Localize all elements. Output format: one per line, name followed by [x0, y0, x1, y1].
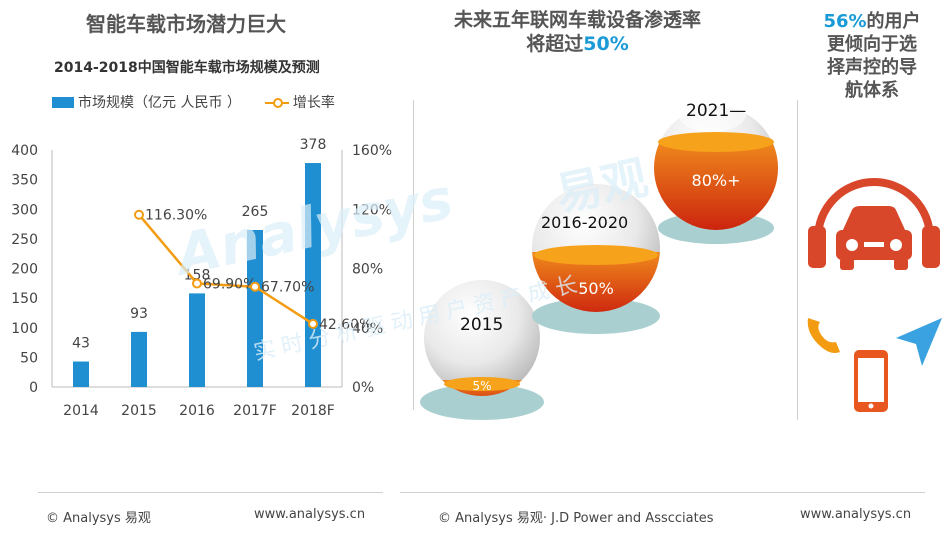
ball-2015-percent: 5%	[472, 379, 491, 393]
footer-rule-left	[38, 492, 383, 493]
bar	[189, 293, 205, 387]
growth-rate-point	[250, 281, 260, 292]
y-left-tick-label: 250	[11, 232, 38, 248]
y-right-tick-label: 120%	[352, 202, 392, 218]
y-right-tick-label: 160%	[352, 143, 392, 159]
footer-rule-right	[400, 492, 925, 493]
y-right-tick-label: 40%	[352, 321, 383, 337]
navigation-arrow-icon	[896, 318, 942, 366]
divider-left	[413, 100, 414, 410]
ball-2016-2020-label: 2016-2020	[541, 213, 628, 232]
y-right-tick-label: 0%	[352, 380, 374, 396]
growth-rate-line	[138, 213, 314, 325]
middle-heading-line2: 将超过50%	[526, 33, 629, 55]
ball-2015: 2015 5%	[420, 280, 544, 420]
voice-nav-icons	[807, 178, 942, 412]
legend-line-swatch	[264, 97, 289, 108]
right-heading-highlight: 56%	[823, 11, 867, 32]
growth-rate-point	[192, 278, 202, 289]
smartphone-icon	[854, 350, 888, 412]
x-tick-label: 2018F	[291, 403, 335, 419]
ball-2021-label: 2021—	[686, 101, 746, 121]
y-left-tick-label: 0	[29, 380, 38, 396]
market-chart: 0 50 100 150 200 250 300 350 400 0% 40% 80% 120% 160%…	[11, 137, 392, 419]
ball-2015-label: 2015	[460, 315, 503, 335]
y-left-tick-label: 50	[20, 350, 38, 366]
bar-data-label: 93	[130, 306, 148, 322]
y-left-tick-label: 150	[11, 291, 38, 307]
middle-heading-highlight: 50%	[583, 33, 629, 55]
legend-bar-label: 市场规模（亿元 人民币 ）	[78, 95, 241, 111]
growth-rate-point	[308, 318, 318, 329]
penetration-balls: 2015 5% 2016-2020 50% 2021— 80%+	[420, 96, 778, 420]
bar-data-label: 378	[300, 137, 327, 153]
bar	[73, 361, 89, 387]
bar-data-label: 158	[184, 267, 211, 283]
growth-rate-label: 69.90%	[203, 276, 256, 292]
y-left-tick-label: 350	[11, 173, 38, 189]
chart-title: 2014-2018中国智能车载市场规模及预测	[54, 60, 320, 76]
footer-left-copyright: © Analysys 易观	[46, 511, 151, 526]
bar-data-label: 43	[72, 336, 90, 352]
legend-bar-swatch	[52, 96, 74, 108]
footer-left-url: www.analysys.cn	[254, 507, 366, 522]
ball-2021-percent: 80%+	[692, 171, 741, 190]
growth-rate-label: 67.70%	[261, 280, 314, 296]
bar	[247, 229, 263, 387]
ball-2016-2020-percent: 50%	[578, 279, 614, 298]
y-right-tick-label: 80%	[352, 262, 383, 278]
x-tick-label: 2017F	[233, 403, 277, 419]
x-tick-label: 2015	[121, 403, 157, 419]
footer-middle-copyright: © Analysys 易观· J.D Power and Asscciates	[438, 511, 714, 526]
x-tick-label: 2016	[179, 403, 215, 419]
y-left-tick-label: 100	[11, 321, 38, 337]
growth-rate-label: 42.60%	[319, 317, 372, 333]
left-heading: 智能车载市场潜力巨大	[86, 12, 286, 36]
y-left-tick-label: 300	[11, 202, 38, 218]
middle-heading-line1: 未来五年联网车载设备渗透率	[453, 9, 701, 31]
growth-rate-label: 116.30%	[145, 208, 207, 224]
right-heading: 56%的用户 更倾向于选 择声控的导 航体系	[823, 11, 921, 101]
ball-2016-2020: 2016-2020 50%	[532, 184, 660, 334]
legend-line-label: 增长率	[292, 95, 335, 111]
divider-right	[797, 100, 798, 420]
headphones-car-icon	[808, 178, 940, 270]
bar-data-label: 265	[242, 204, 269, 220]
growth-rate-point	[134, 209, 144, 220]
y-left-tick-label: 200	[11, 262, 38, 278]
middle-heading: 未来五年联网车载设备渗透率 将超过50%	[420, 8, 735, 56]
chart-legend: 市场规模（亿元 人民币 ） 增长率	[52, 92, 335, 112]
bar	[305, 163, 321, 387]
ball-2021: 2021— 80%+	[654, 96, 778, 244]
x-tick-label: 2014	[63, 403, 99, 419]
footer-right-url: www.analysys.cn	[800, 507, 912, 522]
bar	[131, 331, 147, 387]
phone-handset-icon	[807, 318, 840, 353]
y-left-tick-label: 400	[11, 143, 38, 159]
